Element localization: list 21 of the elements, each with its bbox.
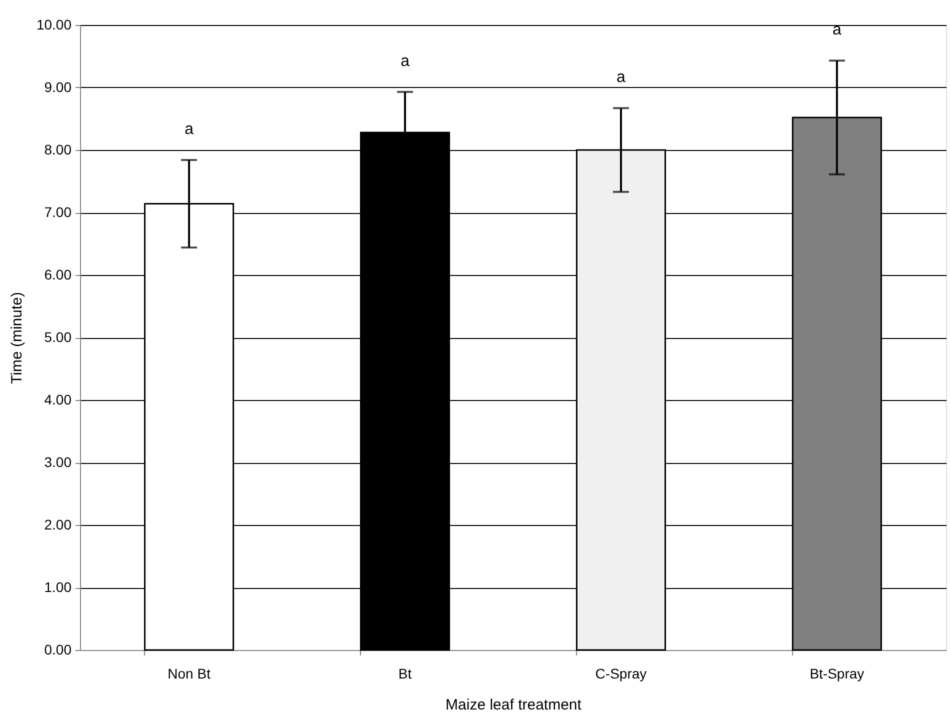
y-tick-label: 3.00 <box>44 454 72 470</box>
y-tick-label: 10.00 <box>36 16 72 32</box>
x-tick-label: Bt-Spray <box>810 666 864 682</box>
x-tick-label: Bt <box>398 666 412 682</box>
y-tick-label: 8.00 <box>44 142 72 158</box>
y-tick-label: 7.00 <box>44 204 72 220</box>
y-tick-label: 4.00 <box>44 392 72 408</box>
x-axis-title: Maize leaf treatment <box>446 696 582 714</box>
x-tick-label: C-Spray <box>595 666 647 682</box>
annotation: a <box>184 121 194 138</box>
y-tick-label: 5.00 <box>44 329 72 345</box>
y-axis-title: Time (minute) <box>8 292 26 384</box>
y-tick-label: 2.00 <box>44 516 72 532</box>
y-tick-label: 0.00 <box>44 642 72 658</box>
annotation: a <box>616 69 626 86</box>
x-tick-label: Non Bt <box>168 666 211 682</box>
y-tick-label: 1.00 <box>44 579 72 595</box>
annotation: a <box>400 52 410 70</box>
y-tick-label: 6.00 <box>44 266 72 282</box>
y-tick-label: 9.00 <box>44 79 72 95</box>
annotation: a <box>832 22 842 39</box>
